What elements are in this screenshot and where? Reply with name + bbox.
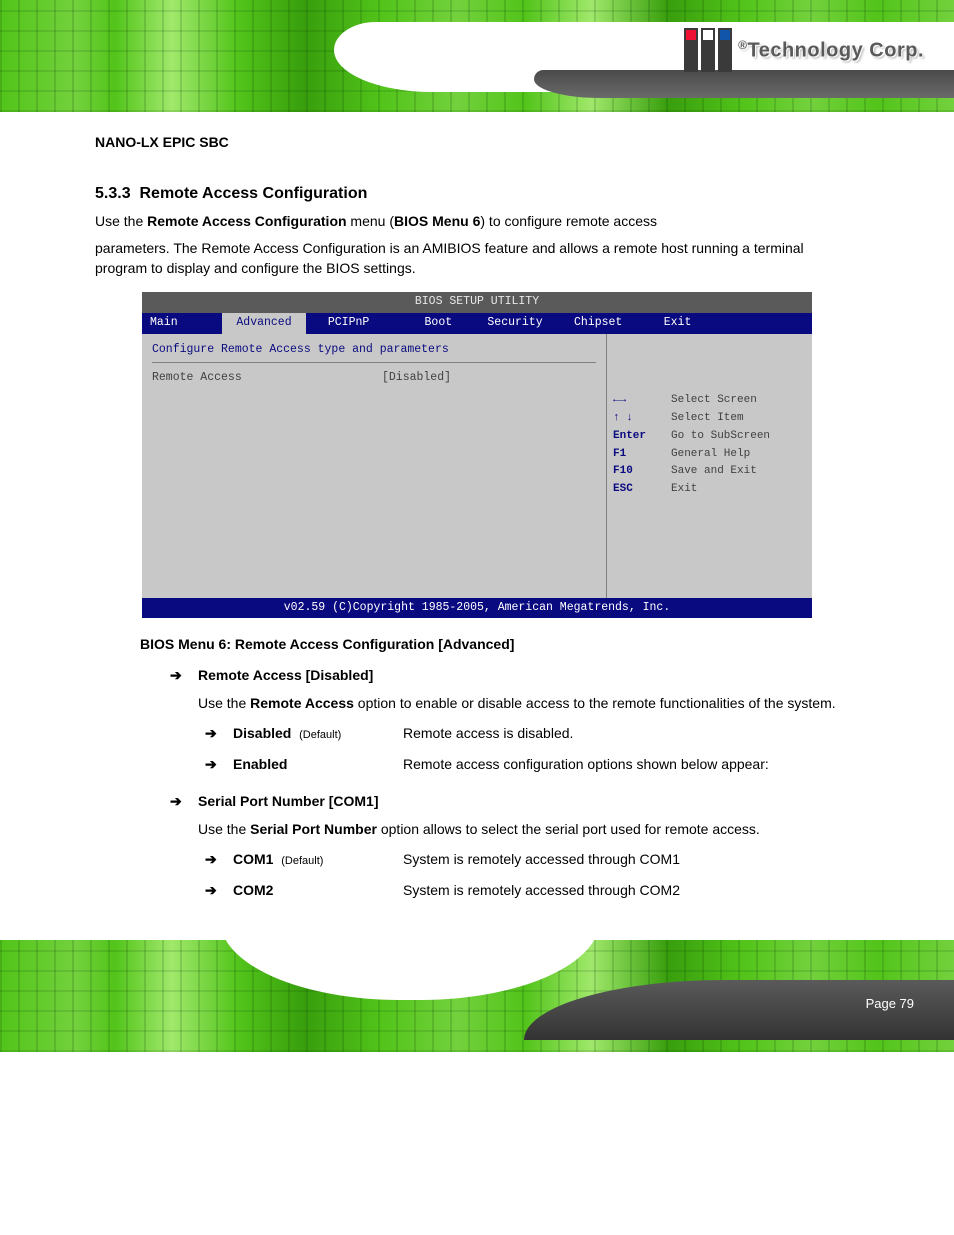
option-name: Serial Port Number [COM1] xyxy=(198,791,378,811)
section-heading: 5.3.3 Remote Access Configuration xyxy=(95,182,859,205)
brand-text: ®Technology Corp. xyxy=(738,38,924,63)
right-arrow-icon: ➔ xyxy=(205,754,221,774)
bios-left-heading: Configure Remote Access type and paramet… xyxy=(152,342,596,359)
bios-right-panel: ←→Select Screen ↑ ↓Select Item EnterGo t… xyxy=(606,334,812,598)
bios-nav-keys: ←→Select Screen ↑ ↓Select Item EnterGo t… xyxy=(613,392,806,590)
section-desc-2: parameters. The Remote Access Configurat… xyxy=(95,238,859,279)
logo: ®Technology Corp. xyxy=(684,28,924,72)
key-leftright: ←→ xyxy=(613,393,671,409)
figure-caption: BIOS Menu 6: Remote Access Configuration… xyxy=(140,634,859,654)
sub-options-remote: ➔ Disabled (Default) Remote access is di… xyxy=(205,723,859,774)
tab-pcipnp-boot[interactable]: PCIPnP Boot xyxy=(306,313,474,334)
bios-titlebar: BIOS SETUP UTILITY xyxy=(142,292,812,313)
page-content: NANO-LX EPIC SBC 5.3.3 Remote Access Con… xyxy=(0,112,954,940)
page-number: Page 79 xyxy=(866,996,914,1011)
option-remote-access: ➔ Remote Access [Disabled] xyxy=(170,665,859,685)
option-desc: Use the Serial Port Number option allows… xyxy=(170,819,859,839)
tab-main[interactable]: Main xyxy=(142,313,222,334)
right-arrow-icon: ➔ xyxy=(205,880,221,900)
section-desc-1: Use the Remote Access Configuration menu… xyxy=(95,211,859,231)
product-title: NANO-LX EPIC SBC xyxy=(95,132,859,152)
option-name: Remote Access [Disabled] xyxy=(198,665,373,685)
right-arrow-icon: ➔ xyxy=(205,723,221,743)
option-serial-port: ➔ Serial Port Number [COM1] xyxy=(170,791,859,811)
bios-window: BIOS SETUP UTILITY Main Advanced PCIPnP … xyxy=(142,292,812,618)
bios-row-remote-access[interactable]: Remote Access [Disabled] xyxy=(152,369,596,388)
key-esc: ESC xyxy=(613,482,671,498)
key-f10: F10 xyxy=(613,464,671,480)
bottom-swoosh-white xyxy=(220,940,600,1000)
bios-row-value: [Disabled] xyxy=(382,370,451,387)
option-desc: Use the Remote Access option to enable o… xyxy=(170,693,859,713)
divider xyxy=(152,362,596,363)
bios-body: Configure Remote Access type and paramet… xyxy=(142,334,812,598)
sub-options-serial: ➔ COM1 (Default) System is remotely acce… xyxy=(205,849,859,900)
tab-chipset-exit[interactable]: Chipset Exit xyxy=(556,313,812,334)
bios-tabs: Main Advanced PCIPnP Boot Security Chips… xyxy=(142,313,812,334)
logo-mark xyxy=(684,28,732,72)
bios-left-panel: Configure Remote Access type and paramet… xyxy=(142,334,606,598)
right-arrow-icon: ➔ xyxy=(170,791,186,811)
right-arrow-icon: ➔ xyxy=(170,665,186,685)
bottom-banner: Page 79 xyxy=(0,940,954,1052)
key-enter: Enter xyxy=(613,429,671,445)
top-banner: ®Technology Corp. xyxy=(0,0,954,112)
key-f1: F1 xyxy=(613,447,671,463)
bios-row-label: Remote Access xyxy=(152,370,382,387)
tab-security[interactable]: Security xyxy=(474,313,556,334)
swoosh-dark xyxy=(534,70,954,98)
right-arrow-icon: ➔ xyxy=(205,849,221,869)
key-updown: ↑ ↓ xyxy=(613,411,671,427)
tab-advanced[interactable]: Advanced xyxy=(222,313,306,334)
bios-footer: v02.59 (C)Copyright 1985-2005, American … xyxy=(142,598,812,619)
